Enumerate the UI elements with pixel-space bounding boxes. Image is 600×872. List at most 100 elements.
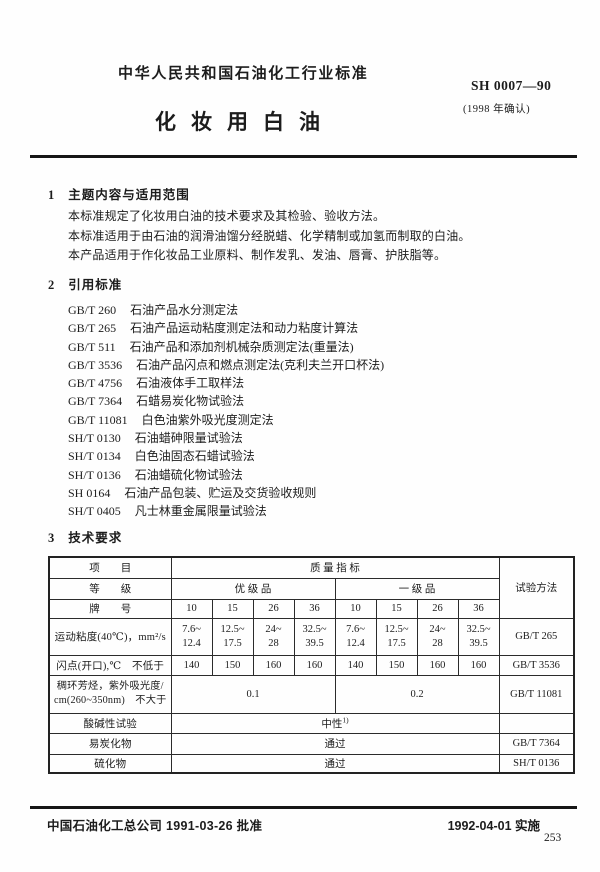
value-cell: 0.1	[170, 674, 336, 714]
section-title: 技术要求	[68, 531, 123, 545]
brand-header-cell: 牌 号	[48, 598, 172, 619]
reference-item: SH/T 0130 石油蜡砷限量试验法	[68, 429, 384, 447]
brand-cell: 15	[211, 598, 254, 619]
value-cell: 7.6~ 12.4	[334, 617, 377, 656]
reference-code: GB/T 11081	[68, 412, 128, 427]
reference-item: SH/T 0136 石油蜡硫化物试验法	[68, 466, 384, 484]
header-org-name: 中华人民共和国石油化工行业标准	[118, 65, 369, 82]
document-title: 化妆用白油	[155, 111, 335, 134]
test-method-cell: SH/T 0136	[498, 753, 575, 774]
brand-cell: 36	[457, 598, 500, 619]
grade-header-cell: 等 级	[48, 577, 172, 600]
value-cell: 中性1)	[170, 712, 500, 734]
reference-item: GB/T 265 石油产品运动粘度测定法和动力粘度计算法	[68, 319, 384, 337]
spec-table-container: 项 目 质 量 指 标 试验方法 等 级 优 级 品 一 级 品 牌 号 10 …	[48, 556, 575, 774]
reference-name: 白色油紫外吸光度测定法	[141, 412, 274, 427]
confirm-note: (1998 年确认)	[463, 104, 531, 115]
brand-cell: 10	[170, 598, 213, 619]
quality-header-cell: 质 量 指 标	[170, 556, 500, 579]
test-method-cell: GB/T 265	[498, 617, 575, 656]
property-label-cell: 闪点(开口),℃ 不低于	[48, 654, 172, 676]
property-label-cell: 稠环芳烃，紫外吸光度/ cm(260~350nm) 不大于	[48, 674, 172, 714]
item-header-cell: 项 目	[48, 556, 172, 579]
premium-grade-cell: 优 级 品	[170, 577, 336, 600]
table-row-grade: 等 级 优 级 品 一 级 品	[48, 577, 574, 600]
acidity-value: 中性	[321, 718, 343, 730]
implementation-text: 1992-04-01 实施	[447, 819, 540, 833]
reference-name: 石油液体手工取样法	[136, 376, 245, 391]
reference-name: 石油产品闪点和燃点测定法(克利夫兰开口杯法)	[136, 357, 385, 372]
reference-code: SH/T 0405	[68, 504, 121, 519]
value-cell: 通过	[170, 753, 500, 774]
brand-cell: 26	[252, 598, 295, 619]
reference-code: GB/T 3536	[68, 357, 123, 372]
table-row-brand: 牌 号 10 15 26 36 10 15 26 36	[48, 598, 574, 619]
reference-name: 凡士林重金属限量试验法	[134, 504, 267, 519]
table-row-viscosity: 运动粘度(40℃)，mm²/s 7.6~ 12.4 12.5~ 17.5 24~…	[48, 617, 575, 656]
header-rule	[30, 155, 577, 158]
test-method-cell: GB/T 3536	[498, 654, 575, 676]
first-grade-cell: 一 级 品	[334, 577, 500, 600]
section-3-heading: 3 技术要求	[48, 527, 122, 546]
test-method-cell: GB/T 11081	[498, 674, 575, 714]
section-title: 引用标准	[68, 278, 123, 292]
reference-name: 石油产品包装、贮运及交货验收规则	[124, 485, 317, 500]
footer-rule	[30, 806, 577, 809]
table-row-flash-point: 闪点(开口),℃ 不低于 140 150 160 160 140 150 160…	[48, 654, 575, 676]
paragraph: 本产品适用于作化妆品工业原料、制作发乳、发油、唇膏、护肤脂等。	[68, 248, 447, 262]
reference-item: GB/T 3536 石油产品闪点和燃点测定法(克利夫兰开口杯法)	[68, 356, 384, 374]
reference-name: 石油蜡砷限量试验法	[134, 431, 243, 446]
section-number: 3	[48, 531, 56, 545]
reference-item: SH/T 0405 凡士林重金属限量试验法	[68, 502, 384, 520]
section-number: 1	[48, 188, 56, 202]
value-cell: 140	[170, 654, 213, 676]
brand-cell: 10	[334, 598, 377, 619]
value-cell: 32.5~ 39.5	[293, 617, 336, 656]
section-1-heading: 1 主题内容与适用范围	[48, 184, 190, 203]
reference-item: GB/T 511 石油产品和添加剂机械杂质测定法(重量法)	[68, 338, 384, 356]
reference-code: SH 0164	[68, 485, 111, 500]
footnote-marker: 1)	[342, 715, 349, 724]
standard-number: SH 0007—90	[471, 78, 552, 93]
value-cell: 12.5~ 17.5	[375, 617, 418, 656]
reference-code: SH/T 0134	[68, 449, 121, 464]
property-label-cell: 酸碱性试验	[48, 712, 172, 734]
reference-item: GB/T 4756 石油液体手工取样法	[68, 374, 384, 392]
method-header-cell: 试验方法	[498, 556, 575, 619]
table-row-acidity: 酸碱性试验 中性1)	[48, 712, 575, 734]
value-cell: 12.5~ 17.5	[211, 617, 254, 656]
references-list: GB/T 260 石油产品水分测定法 GB/T 265 石油产品运动粘度测定法和动力…	[68, 301, 384, 521]
reference-item: SH/T 0134 白色油固态石蜡试验法	[68, 447, 384, 465]
value-cell: 140	[334, 654, 377, 676]
value-cell: 32.5~ 39.5	[457, 617, 500, 656]
reference-name: 石油产品水分测定法	[130, 303, 239, 317]
paragraph: 本标准规定了化妆用白油的技术要求及其检验、验收方法。	[68, 209, 386, 223]
reference-name: 石油蜡硫化物试验法	[134, 467, 243, 482]
value-cell: 7.6~ 12.4	[170, 617, 213, 656]
section-2-heading: 2 引用标准	[48, 274, 122, 293]
value-cell: 160	[293, 654, 336, 676]
reference-item: GB/T 7364 石蜡易炭化物试验法	[68, 392, 384, 410]
reference-code: GB/T 265	[68, 321, 117, 336]
section-title: 主题内容与适用范围	[68, 188, 190, 202]
reference-code: GB/T 7364	[68, 394, 123, 409]
property-label-cell: 硫化物	[48, 753, 172, 774]
table-row-pah: 稠环芳烃，紫外吸光度/ cm(260~350nm) 不大于 0.1 0.2 GB…	[48, 674, 575, 714]
section-1-paragraphs: 本标准规定了化妆用白油的技术要求及其检验、验收方法。 本标准适用于由石油的润滑油…	[68, 207, 471, 266]
paragraph: 本标准适用于由石油的润滑油馏分经脱蜡、化学精制或加氢而制取的白油。	[68, 228, 471, 243]
value-cell: 0.2	[334, 674, 500, 714]
approval-text: 中国石油化工总公司 1991-03-26 批准	[47, 819, 263, 833]
test-method-cell: GB/T 7364	[498, 732, 575, 755]
reference-item: GB/T 11081 白色油紫外吸光度测定法	[68, 411, 384, 429]
page-number: 253	[544, 832, 562, 844]
value-cell: 150	[211, 654, 254, 676]
reference-code: SH/T 0136	[68, 467, 121, 482]
reference-code: GB/T 4756	[68, 376, 123, 391]
reference-item: SH 0164 石油产品包装、贮运及交货验收规则	[68, 484, 384, 502]
table-row-carbonizable: 易炭化物 通过 GB/T 7364	[48, 732, 575, 755]
property-label-cell: 运动粘度(40℃)，mm²/s	[48, 617, 172, 656]
value-cell: 24~ 28	[252, 617, 295, 656]
reference-name: 石蜡易炭化物试验法	[136, 394, 245, 409]
reference-code: GB/T 260	[68, 303, 117, 317]
